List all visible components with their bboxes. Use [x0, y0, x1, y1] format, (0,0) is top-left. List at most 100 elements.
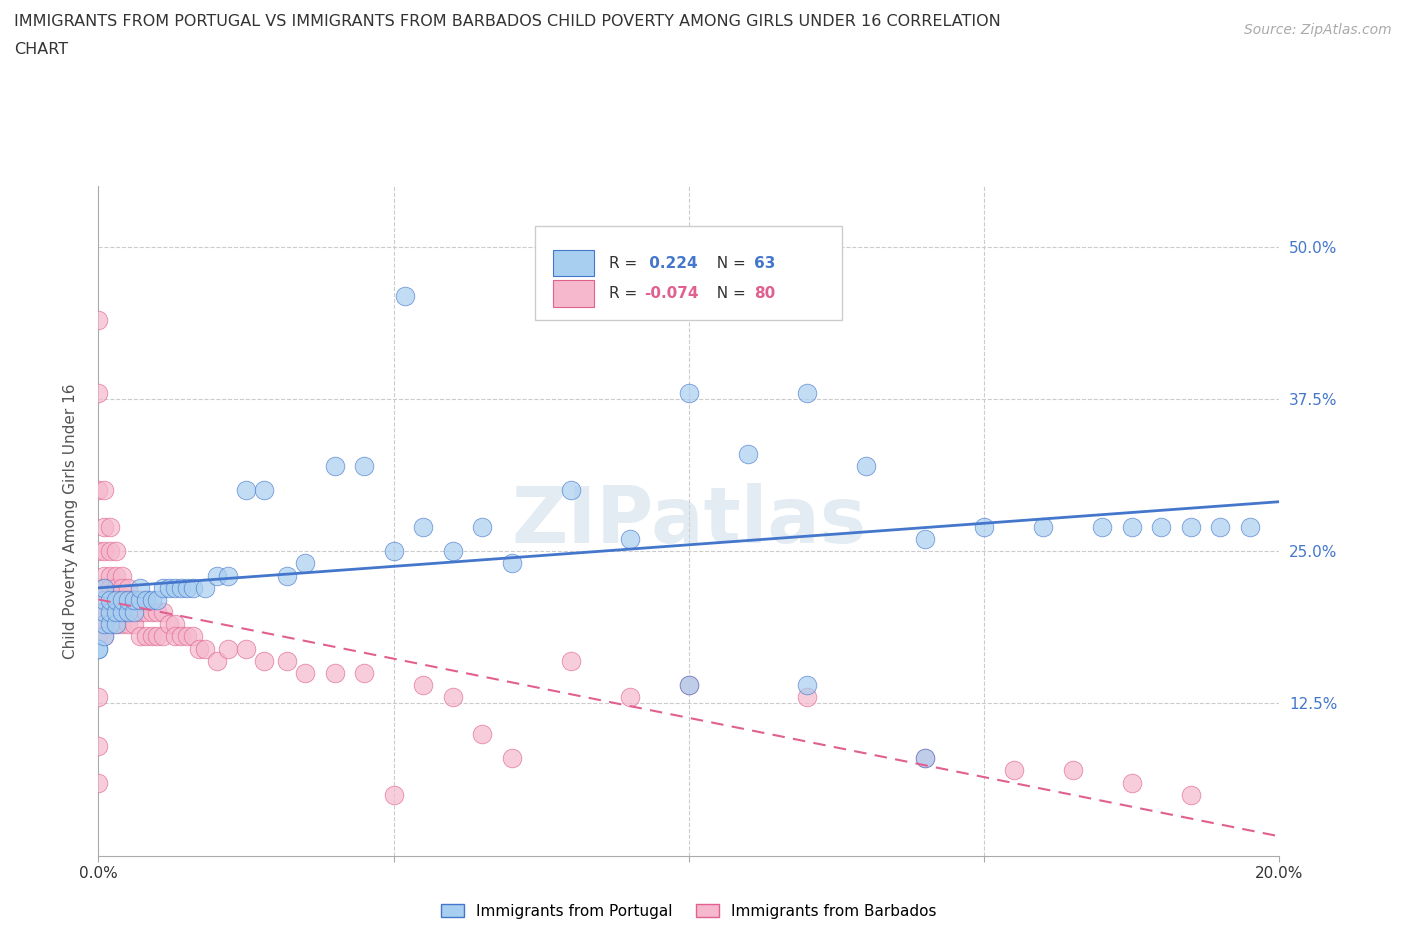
Point: [117, 592, 139, 607]
Point: [98, 592, 121, 607]
Y-axis label: Child Poverty Among Girls Under 16: Child Poverty Among Girls Under 16: [63, 383, 77, 658]
Point: [235, 641, 257, 656]
Point: [323, 458, 346, 473]
Point: [128, 592, 150, 607]
Point: [235, 483, 257, 498]
Point: [105, 617, 128, 631]
Point: [105, 568, 128, 583]
Point: [737, 446, 759, 461]
Point: [170, 629, 193, 644]
Point: [294, 556, 316, 571]
Point: [394, 288, 416, 303]
Point: [217, 641, 239, 656]
Point: [353, 666, 375, 681]
Point: [1239, 520, 1261, 535]
Point: [98, 568, 121, 583]
Point: [382, 788, 405, 803]
Text: R =: R =: [609, 286, 641, 300]
Point: [87, 690, 110, 705]
Point: [165, 629, 187, 644]
Point: [87, 544, 110, 559]
Point: [619, 532, 641, 547]
Point: [146, 604, 169, 619]
Point: [105, 592, 128, 607]
Point: [135, 629, 157, 644]
Point: [93, 617, 115, 631]
Point: [135, 592, 157, 607]
Point: [93, 520, 115, 535]
Text: CHART: CHART: [14, 42, 67, 57]
Point: [187, 641, 209, 656]
FancyBboxPatch shape: [553, 249, 595, 276]
Point: [128, 592, 150, 607]
Point: [205, 568, 228, 583]
Text: Source: ZipAtlas.com: Source: ZipAtlas.com: [1244, 23, 1392, 37]
Point: [87, 580, 110, 595]
Point: [141, 604, 163, 619]
Text: N =: N =: [707, 286, 751, 300]
Point: [98, 544, 121, 559]
Point: [87, 617, 110, 631]
Text: 63: 63: [754, 256, 775, 271]
Point: [170, 580, 193, 595]
Point: [105, 580, 128, 595]
Point: [412, 678, 434, 693]
Point: [146, 629, 169, 644]
Point: [117, 580, 139, 595]
Point: [122, 604, 145, 619]
Point: [796, 678, 818, 693]
Text: 80: 80: [754, 286, 775, 300]
Point: [87, 641, 110, 656]
Point: [111, 604, 134, 619]
Point: [93, 483, 115, 498]
Point: [253, 483, 276, 498]
Point: [471, 520, 494, 535]
Point: [111, 592, 134, 607]
Point: [87, 629, 110, 644]
Point: [152, 629, 174, 644]
Point: [105, 544, 128, 559]
Text: ZIPatlas: ZIPatlas: [512, 483, 866, 559]
Point: [87, 604, 110, 619]
Point: [87, 641, 110, 656]
Point: [128, 580, 150, 595]
Point: [253, 654, 276, 669]
Point: [914, 532, 936, 547]
Point: [176, 580, 198, 595]
Point: [1180, 520, 1202, 535]
Point: [122, 617, 145, 631]
Text: -0.074: -0.074: [644, 286, 699, 300]
Point: [165, 617, 187, 631]
Point: [1032, 520, 1054, 535]
Point: [796, 386, 818, 401]
Point: [560, 654, 582, 669]
Point: [111, 568, 134, 583]
Legend: Immigrants from Portugal, Immigrants from Barbados: Immigrants from Portugal, Immigrants fro…: [436, 897, 942, 925]
Point: [181, 580, 204, 595]
Point: [560, 483, 582, 498]
Point: [135, 604, 157, 619]
Point: [294, 666, 316, 681]
Point: [105, 604, 128, 619]
Point: [353, 458, 375, 473]
Point: [98, 580, 121, 595]
Point: [217, 568, 239, 583]
Point: [678, 386, 700, 401]
Point: [122, 592, 145, 607]
Point: [105, 617, 128, 631]
FancyBboxPatch shape: [536, 226, 842, 320]
Point: [619, 690, 641, 705]
Point: [146, 592, 169, 607]
Point: [914, 751, 936, 765]
Point: [98, 520, 121, 535]
Point: [128, 629, 150, 644]
Point: [93, 604, 115, 619]
Point: [412, 520, 434, 535]
Point: [93, 617, 115, 631]
Point: [93, 629, 115, 644]
Point: [111, 604, 134, 619]
Point: [1180, 788, 1202, 803]
Point: [117, 592, 139, 607]
Point: [1091, 520, 1114, 535]
Point: [157, 617, 180, 631]
